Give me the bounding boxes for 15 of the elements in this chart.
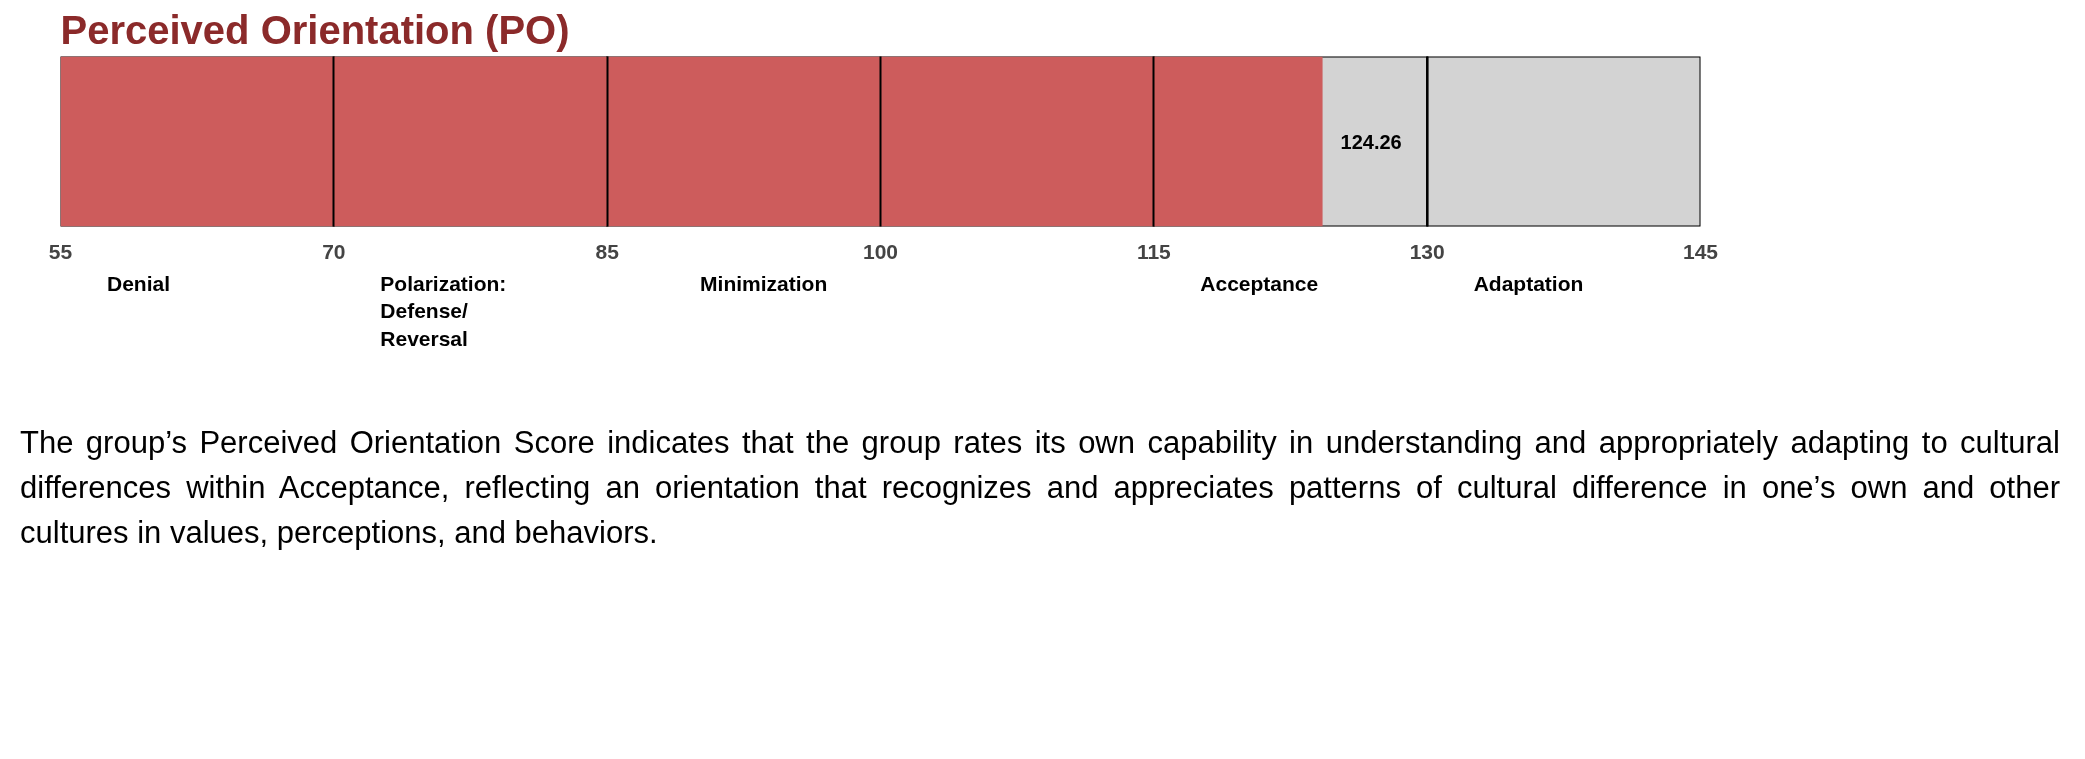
band-label: Polarization: Defense/ Reversal bbox=[380, 271, 507, 350]
x-tick-label: 85 bbox=[595, 239, 620, 263]
chart-title: Perceived Orientation (PO) bbox=[60, 7, 570, 52]
band-label: Denial bbox=[106, 271, 170, 295]
data-label: 124.26 bbox=[1340, 130, 1402, 153]
band-label: Acceptance bbox=[1200, 271, 1319, 295]
band-label: Adaptation bbox=[1473, 271, 1584, 295]
text: The group’s Perceived Orientation Score indicates that the group rates its own capability in understanding and appropriately adapting to cultural differences within Acceptance, reflecting an orientation that recognizes and appreciates patterns of cultural difference in one’s own and other cultures in values, perceptions, and behaviors. bbox=[20, 424, 2060, 552]
x-tick-label: 55 bbox=[48, 239, 73, 263]
x-tick-label: 70 bbox=[322, 239, 346, 263]
x-tick-label: 145 bbox=[1682, 239, 1719, 263]
x-tick-label: 100 bbox=[862, 239, 899, 263]
x-tick-label: 115 bbox=[1136, 239, 1172, 263]
x-tick-label: 130 bbox=[1409, 239, 1445, 263]
band-label: Minimization bbox=[700, 271, 828, 295]
